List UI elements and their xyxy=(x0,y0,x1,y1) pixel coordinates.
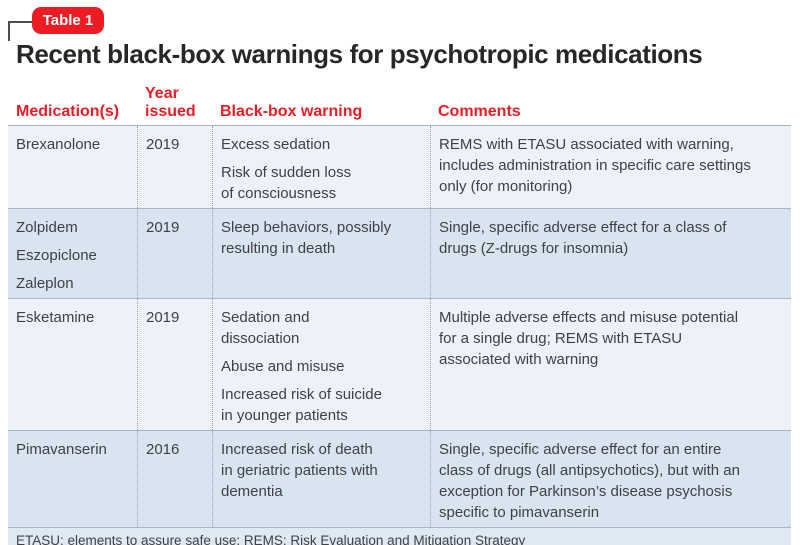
cell-year: 2016 xyxy=(137,431,212,527)
cell-warning: Excess sedation Risk of sudden loss of c… xyxy=(212,126,430,208)
warning-item: Abuse and misuse xyxy=(221,358,345,375)
medication-name: Zolpidem xyxy=(16,219,78,236)
column-header-comments: Comments xyxy=(438,103,521,120)
medication-name: Esketamine xyxy=(16,309,95,326)
table-row: Brexanolone 2019 Excess sedation Risk of… xyxy=(8,125,791,208)
table-title: Recent black-box warnings for psychotrop… xyxy=(16,39,703,69)
medication-name: Eszopiclone xyxy=(16,247,97,264)
table-row: Zolpidem Eszopiclone Zaleplon 2019 Sleep… xyxy=(8,208,791,298)
medication-name: Zaleplon xyxy=(16,275,74,292)
warning-item: Excess sedation xyxy=(221,136,331,153)
cell-medications: Zolpidem Eszopiclone Zaleplon xyxy=(8,209,137,298)
column-header-black-box-warning: Black-box warning xyxy=(220,103,363,120)
warning-item: Increased risk of death in geriatric pat… xyxy=(221,441,378,500)
table-number-badge: Table 1 xyxy=(32,7,104,34)
warning-item: Increased risk of suicide in younger pat… xyxy=(221,386,382,424)
warning-item: Sleep behaviors, possibly resulting in d… xyxy=(221,219,392,257)
cell-medications: Esketamine xyxy=(8,299,137,430)
medication-name: Brexanolone xyxy=(16,136,101,153)
table-number-label: Table 1 xyxy=(42,12,94,29)
medication-name: Pimavanserin xyxy=(16,441,107,458)
cell-year: 2019 xyxy=(137,209,212,298)
comments-text: Single, specific adverse effect for a cl… xyxy=(439,219,727,257)
cell-comments: Single, specific adverse effect for a cl… xyxy=(430,209,791,298)
table-row: Esketamine 2019 Sedation and dissociatio… xyxy=(8,298,791,430)
comments-text: Multiple adverse effects and misuse pote… xyxy=(439,309,739,368)
cell-warning: Sleep behaviors, possibly resulting in d… xyxy=(212,209,430,298)
comments-text: REMS with ETASU associated with warning,… xyxy=(439,136,751,195)
cell-comments: REMS with ETASU associated with warning,… xyxy=(430,126,791,208)
table-footnote: ETASU: elements to assure safe use; REMS… xyxy=(8,527,791,545)
column-header-medications: Medication(s) xyxy=(16,103,120,120)
cell-medications: Pimavanserin xyxy=(8,431,137,527)
comments-text: Single, specific adverse effect for an e… xyxy=(439,441,740,521)
data-table: Medication(s) Year issued Black-box warn… xyxy=(8,80,791,545)
warning-item: Sedation and dissociation xyxy=(221,309,310,347)
cell-warning: Sedation and dissociation Abuse and misu… xyxy=(212,299,430,430)
cell-year: 2019 xyxy=(137,126,212,208)
table-row: Pimavanserin 2016 Increased risk of deat… xyxy=(8,430,791,527)
corner-bracket xyxy=(8,21,35,41)
warning-item: Risk of sudden loss of consciousness xyxy=(221,164,352,202)
table-header-row: Medication(s) Year issued Black-box warn… xyxy=(8,80,791,125)
cell-year: 2019 xyxy=(137,299,212,430)
cell-warning: Increased risk of death in geriatric pat… xyxy=(212,431,430,527)
cell-comments: Multiple adverse effects and misuse pote… xyxy=(430,299,791,430)
column-header-year-issued: Year issued xyxy=(145,85,196,120)
cell-medications: Brexanolone xyxy=(8,126,137,208)
cell-comments: Single, specific adverse effect for an e… xyxy=(430,431,791,527)
